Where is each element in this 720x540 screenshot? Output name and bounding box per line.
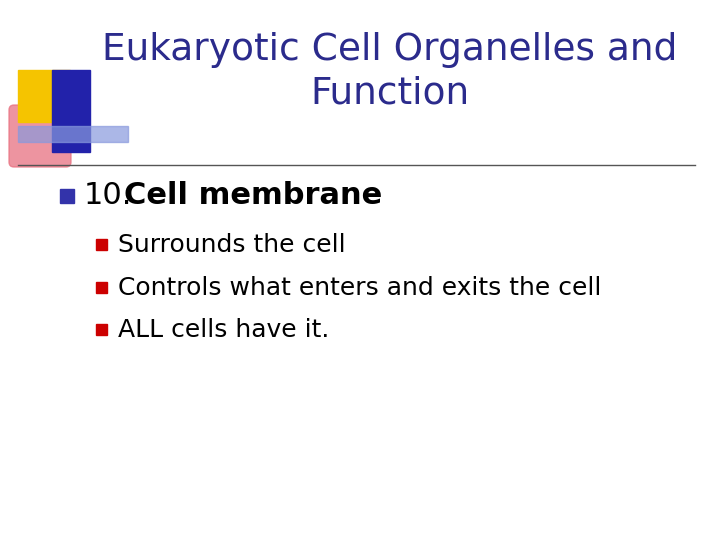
Text: 10.: 10. <box>84 181 132 211</box>
Bar <box>52 70 90 152</box>
Text: Eukaryotic Cell Organelles and: Eukaryotic Cell Organelles and <box>102 32 678 68</box>
Text: Function: Function <box>310 75 469 111</box>
Bar <box>96 282 107 293</box>
Bar <box>18 126 128 142</box>
Bar <box>18 70 70 122</box>
FancyBboxPatch shape <box>9 105 71 167</box>
Text: ALL cells have it.: ALL cells have it. <box>118 318 329 342</box>
Text: Controls what enters and exits the cell: Controls what enters and exits the cell <box>118 276 601 300</box>
Bar <box>60 189 74 203</box>
Text: Surrounds the cell: Surrounds the cell <box>118 233 346 257</box>
Bar <box>96 239 107 250</box>
Bar <box>96 324 107 335</box>
Text: Cell membrane: Cell membrane <box>124 181 382 211</box>
